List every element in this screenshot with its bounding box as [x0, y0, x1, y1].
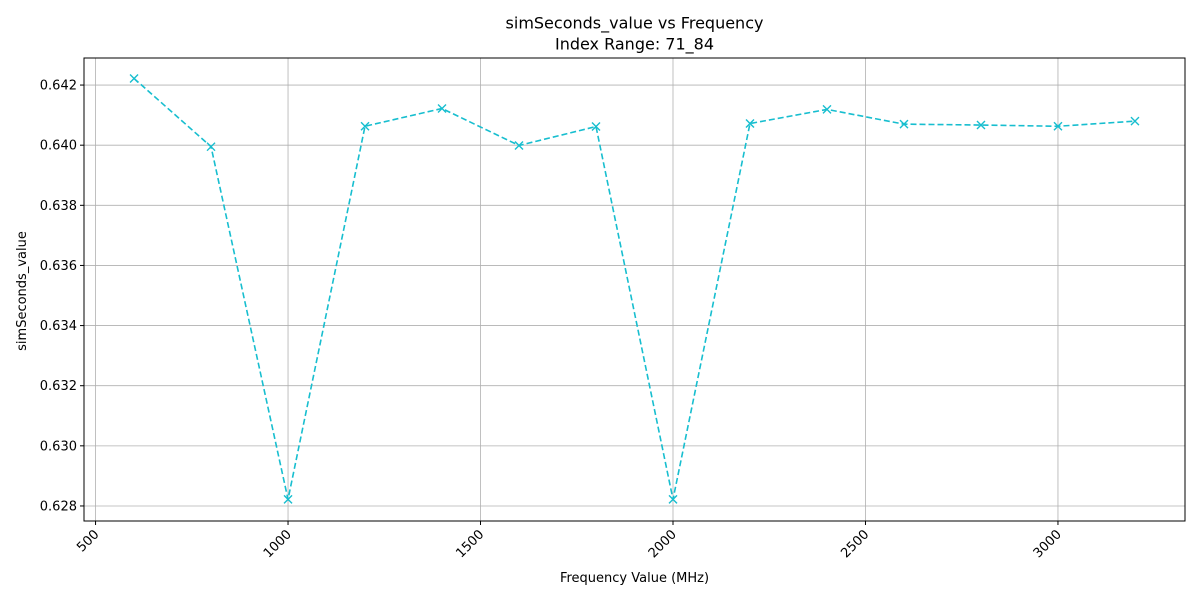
data-point-marker — [1053, 121, 1063, 131]
y-tick-label: 0.630 — [40, 439, 77, 454]
chart-title: simSeconds_value vs Frequency — [506, 14, 764, 34]
series-line — [133, 77, 1136, 500]
y-tick-label: 0.634 — [40, 319, 77, 334]
data-point-marker — [206, 142, 216, 152]
data-point-marker — [899, 119, 909, 129]
data-point-marker — [283, 494, 293, 504]
data-point-marker — [129, 73, 139, 83]
y-tick-label: 0.636 — [40, 259, 77, 274]
axes — [83, 57, 1186, 522]
y-tick-label: 0.632 — [40, 379, 77, 394]
x-axis-label: Frequency Value (MHz) — [560, 571, 709, 586]
data-point-marker — [1130, 116, 1140, 126]
data-point-marker — [437, 104, 447, 114]
y-tick-label: 0.628 — [40, 499, 77, 514]
data-point-marker — [745, 119, 755, 129]
y-tick-label: 0.642 — [40, 79, 77, 94]
y-tick-label: 0.638 — [40, 199, 77, 214]
chart-subtitle: Index Range: 71_84 — [555, 35, 714, 55]
grid — [84, 58, 1185, 521]
data-point-marker — [591, 122, 601, 132]
data-point-marker — [822, 104, 832, 114]
data-point-marker — [514, 140, 524, 150]
data-point-marker — [360, 121, 370, 131]
series-group — [129, 73, 1140, 504]
plot-frame — [83, 57, 1186, 522]
y-axis-label: simSeconds_value — [15, 231, 30, 351]
y-tick-label: 0.640 — [40, 139, 77, 154]
data-point-marker — [668, 494, 678, 504]
data-point-marker — [976, 120, 986, 130]
